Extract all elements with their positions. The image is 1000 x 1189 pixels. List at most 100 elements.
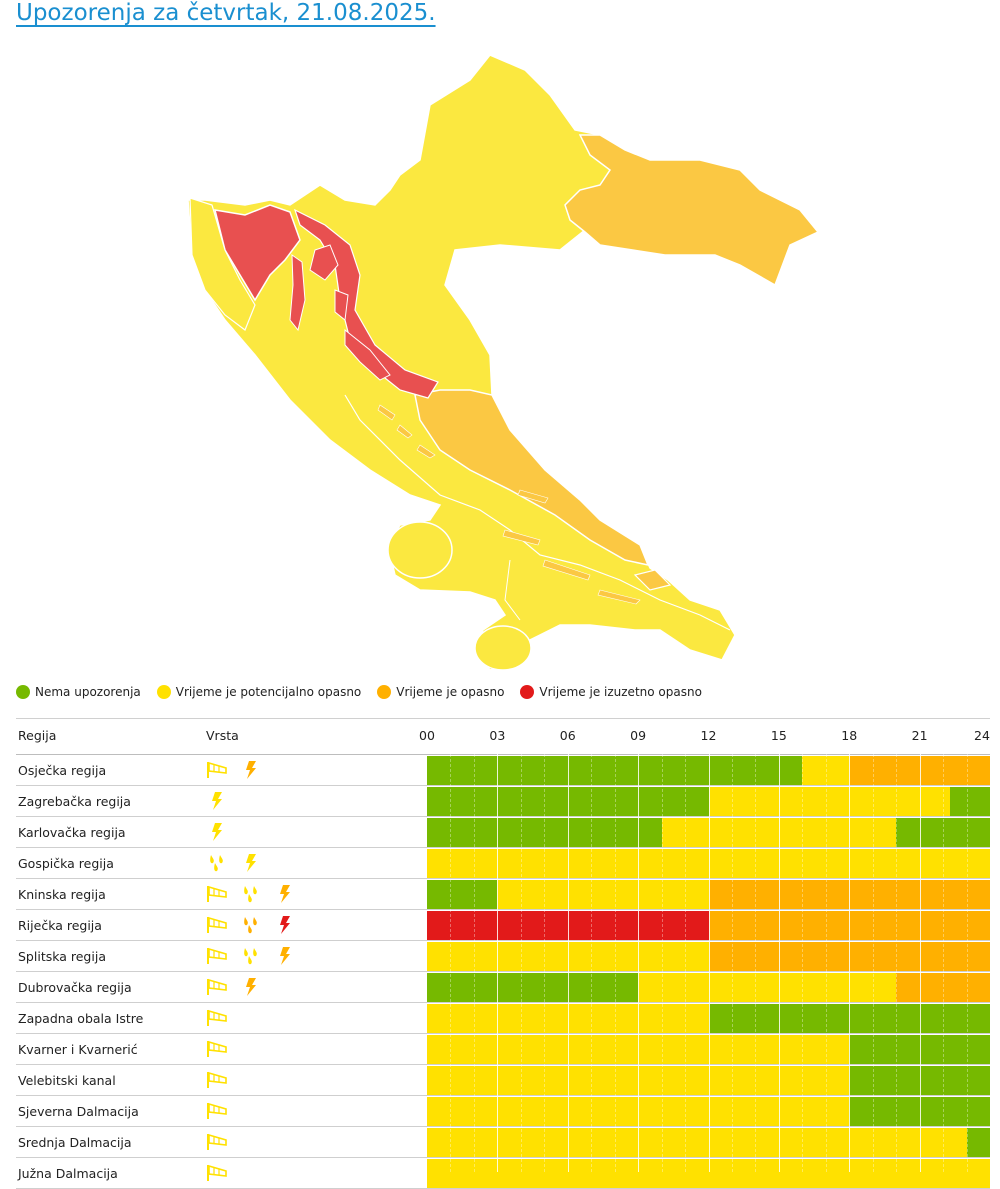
map-sea-border	[344, 394, 731, 631]
map-islands-dalmatia	[377, 404, 641, 605]
table-row: Srednja Dalmacija	[16, 1127, 990, 1158]
timeline-bar	[427, 973, 990, 1002]
timeline-segment-green[interactable]	[427, 973, 639, 1002]
timeline-segment-yellow[interactable]	[497, 880, 709, 909]
legend-label: Nema upozorenja	[35, 685, 141, 699]
timeline-segment-green[interactable]	[708, 1004, 990, 1033]
timeline-segment-green[interactable]	[849, 1035, 990, 1064]
timeline-segment-green[interactable]	[896, 818, 990, 847]
timeline-segment-orange[interactable]	[708, 942, 990, 971]
timeline-segment-yellow[interactable]	[427, 1097, 850, 1126]
map-region-split-coast[interactable]	[633, 569, 672, 591]
timeline-bar	[427, 756, 990, 785]
timeline-bar	[427, 911, 990, 940]
wind-icon	[207, 1009, 227, 1026]
timeline-segment-green[interactable]	[427, 880, 498, 909]
timeline-segment-green[interactable]	[427, 818, 662, 847]
warning-type-icons	[206, 760, 274, 780]
table-header: Regija Vrsta 00 03 06 09 12 15 18 21 24	[16, 718, 990, 755]
page-title-link[interactable]: Upozorenja za četvrtak, 21.08.2025.	[16, 0, 436, 26]
timeline-bar	[427, 1097, 990, 1126]
legend-item: Vrijeme je opasno	[377, 685, 504, 699]
hour-tick-label: 15	[770, 728, 787, 743]
map-island-pag[interactable]	[344, 328, 391, 381]
map-region-osijek[interactable]	[564, 134, 820, 287]
timeline-segment-yellow[interactable]	[427, 849, 990, 878]
legend-label: Vrijeme je izuzetno opasno	[539, 685, 702, 699]
warning-type-icons	[206, 915, 308, 935]
thunderstorm-icon	[246, 761, 256, 779]
warning-type-icons	[206, 1101, 240, 1121]
table-row: Zagrebačka regija	[16, 786, 990, 817]
table-rows: Osječka regija Zagrebačka regija Karlovačk…	[16, 755, 990, 1189]
warnings-table: Regija Vrsta 00 03 06 09 12 15 18 21 24 Osječka …	[16, 718, 990, 1189]
hour-tick-label: 09	[630, 728, 647, 743]
legend-item: Vrijeme je izuzetno opasno	[520, 685, 702, 699]
thunderstorm-icon	[280, 947, 290, 965]
timeline-bar	[427, 1159, 990, 1188]
region-name: Dubrovačka regija	[18, 980, 132, 995]
timeline-segment-yellow[interactable]	[427, 942, 709, 971]
timeline-segment-green[interactable]	[427, 787, 709, 816]
hour-tick-label: 18	[841, 728, 858, 743]
timeline-segment-yellow[interactable]	[661, 818, 897, 847]
legend-label: Vrijeme je opasno	[396, 685, 505, 699]
timeline-bar	[427, 1035, 990, 1064]
timeline-bar	[427, 942, 990, 971]
hour-tick-label: 24	[974, 728, 990, 743]
rain-icon	[244, 886, 257, 903]
map-island-krk[interactable]	[309, 244, 339, 281]
warning-type-icons	[206, 1070, 240, 1090]
timeline-segment-orange[interactable]	[849, 756, 990, 785]
region-name: Kvarner i Kvarnerić	[18, 1042, 138, 1057]
timeline-bar	[427, 787, 990, 816]
legend-dot	[520, 685, 535, 699]
timeline-bar	[427, 880, 990, 909]
thunderstorm-icon	[212, 792, 222, 810]
region-name: Riječka regija	[18, 918, 102, 933]
wind-icon	[207, 1071, 227, 1088]
timeline-segment-yellow[interactable]	[638, 973, 897, 1002]
timeline-segment-green[interactable]	[849, 1066, 990, 1095]
warning-type-icons	[206, 1039, 240, 1059]
rain-icon	[244, 948, 257, 965]
timeline-segment-orange[interactable]	[708, 911, 990, 940]
warning-type-icons	[206, 1132, 240, 1152]
timeline-segment-yellow[interactable]	[427, 1159, 990, 1188]
table-row: Zapadna obala Istre	[16, 1003, 990, 1034]
header-type: Vrsta	[206, 728, 239, 743]
legend-item: Vrijeme je potencijalno opasno	[156, 685, 361, 699]
map-region-istria-coast[interactable]	[189, 197, 256, 331]
timeline-segment-yellow[interactable]	[427, 1004, 709, 1033]
map-island-lastovo[interactable]	[474, 625, 532, 671]
map-island-rab[interactable]	[334, 289, 349, 321]
timeline-segment-yellow[interactable]	[802, 756, 850, 785]
timeline-segment-yellow[interactable]	[708, 787, 951, 816]
wind-icon	[207, 916, 227, 933]
timeline-segment-green[interactable]	[966, 1128, 990, 1157]
timeline-segment-yellow[interactable]	[427, 1128, 967, 1157]
map-island-cres[interactable]	[289, 254, 306, 332]
legend-dot	[156, 685, 171, 699]
region-name: Splitska regija	[18, 949, 106, 964]
timeline-segment-orange[interactable]	[896, 973, 990, 1002]
timeline-segment-yellow[interactable]	[427, 1035, 850, 1064]
map-region-base[interactable]	[187, 54, 820, 671]
timeline-segment-green[interactable]	[849, 1097, 990, 1126]
table-row: Južna Dalmacija	[16, 1158, 990, 1189]
map-region-rijeka[interactable]	[213, 204, 301, 302]
timeline-segment-yellow[interactable]	[427, 1066, 850, 1095]
hour-tick-label: 06	[559, 728, 576, 743]
map-sea-border-2	[504, 559, 521, 621]
thunderstorm-icon	[246, 854, 256, 872]
timeline-segment-orange[interactable]	[708, 880, 990, 909]
croatia-warning-map	[187, 54, 820, 671]
table-row: Sjeverna Dalmacija	[16, 1096, 990, 1127]
timeline-segment-red[interactable]	[427, 911, 709, 940]
timeline-segment-green[interactable]	[950, 787, 990, 816]
map-region-knin[interactable]	[414, 389, 650, 567]
map-island-vis[interactable]	[387, 521, 453, 579]
hour-tick-label: 03	[489, 728, 506, 743]
timeline-segment-green[interactable]	[427, 756, 803, 785]
warning-type-icons	[206, 1008, 240, 1028]
